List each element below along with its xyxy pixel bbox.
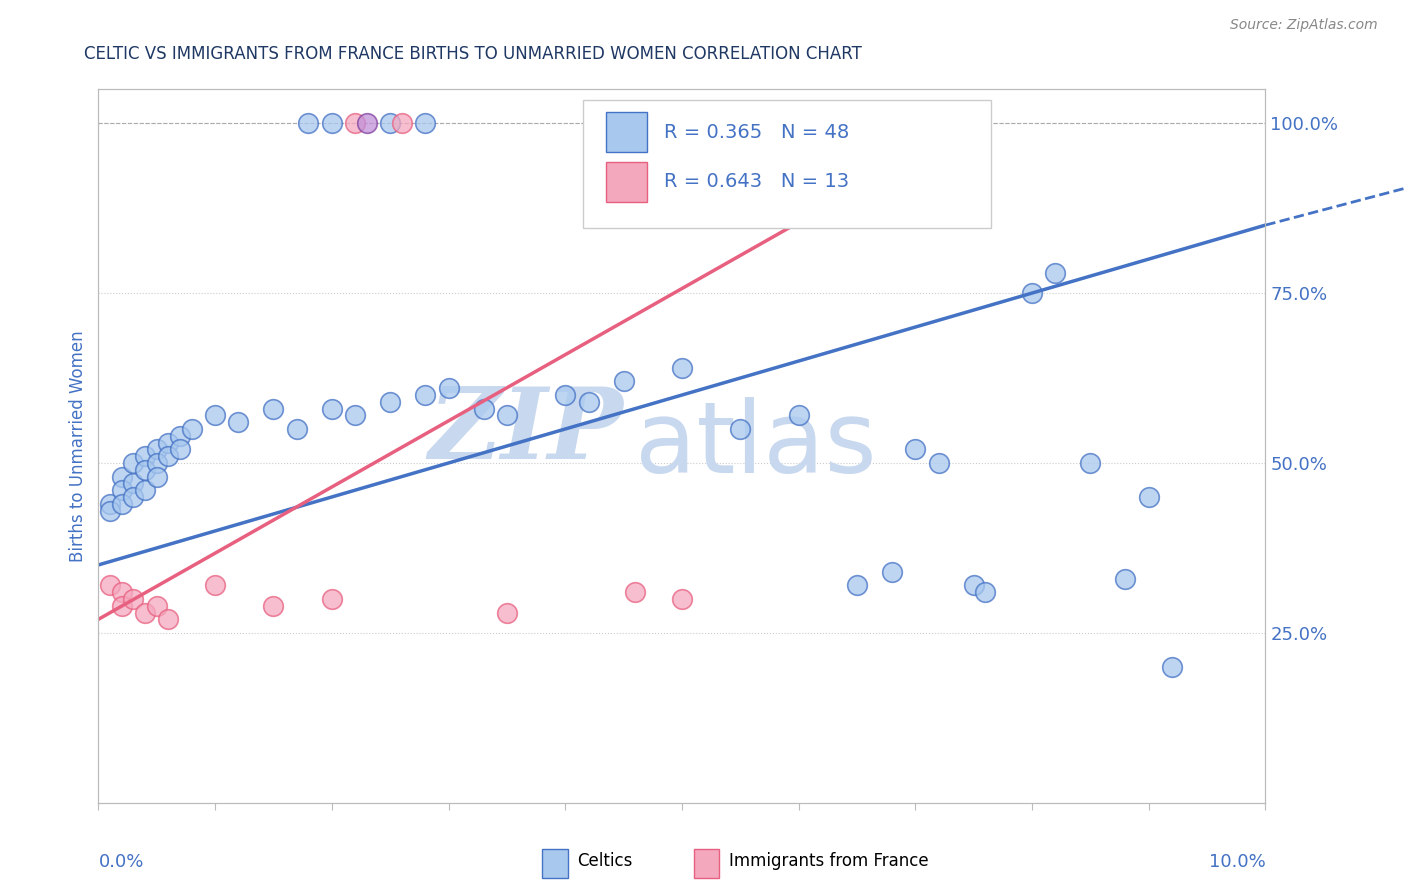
Point <box>157 449 180 463</box>
Point <box>413 116 436 130</box>
Point <box>98 503 121 517</box>
Text: 10.0%: 10.0% <box>1209 853 1265 871</box>
Point <box>728 422 751 436</box>
Point <box>578 394 600 409</box>
Point <box>356 116 378 130</box>
Point <box>204 409 226 423</box>
Point <box>845 578 868 592</box>
Point <box>1161 660 1184 674</box>
Point <box>413 388 436 402</box>
Point <box>928 456 950 470</box>
Point <box>134 606 156 620</box>
Point <box>146 456 169 470</box>
Point <box>554 388 576 402</box>
Point <box>122 476 145 491</box>
Point <box>787 409 810 423</box>
Point <box>169 429 191 443</box>
Bar <box>541 849 568 878</box>
Point <box>134 449 156 463</box>
Point <box>134 463 156 477</box>
Point <box>111 469 134 483</box>
Point <box>671 360 693 375</box>
FancyBboxPatch shape <box>582 100 991 228</box>
Point <box>122 591 145 606</box>
Point <box>228 415 250 429</box>
Point <box>169 442 191 457</box>
Point <box>962 578 984 592</box>
Point <box>111 497 134 511</box>
Text: 0.0%: 0.0% <box>98 853 143 871</box>
Point <box>344 116 367 130</box>
Point <box>612 375 634 389</box>
Point <box>111 483 134 498</box>
Text: CELTIC VS IMMIGRANTS FROM FRANCE BIRTHS TO UNMARRIED WOMEN CORRELATION CHART: CELTIC VS IMMIGRANTS FROM FRANCE BIRTHS … <box>84 45 862 62</box>
Point <box>391 116 413 130</box>
Point <box>134 483 156 498</box>
Point <box>437 381 460 395</box>
Point <box>378 394 402 409</box>
Point <box>321 591 343 606</box>
Point <box>146 442 169 457</box>
Point <box>98 578 121 592</box>
Point <box>495 606 517 620</box>
Point <box>146 469 169 483</box>
Point <box>1114 572 1136 586</box>
Point <box>157 612 180 626</box>
Point <box>285 422 308 436</box>
Point <box>111 585 134 599</box>
Point <box>880 565 903 579</box>
Point <box>204 578 226 592</box>
Point <box>1045 266 1067 280</box>
Point <box>321 401 343 416</box>
Point <box>624 585 647 599</box>
Point <box>378 116 402 130</box>
Point <box>262 599 284 613</box>
Bar <box>693 849 720 878</box>
Point <box>495 409 517 423</box>
Y-axis label: Births to Unmarried Women: Births to Unmarried Women <box>69 330 87 562</box>
Text: R = 0.643   N = 13: R = 0.643 N = 13 <box>665 172 849 192</box>
Point <box>1021 286 1043 301</box>
Point <box>111 599 134 613</box>
Text: Immigrants from France: Immigrants from France <box>728 853 928 871</box>
Text: R = 0.365   N = 48: R = 0.365 N = 48 <box>665 122 849 142</box>
Point <box>321 116 343 130</box>
Point <box>146 599 169 613</box>
Text: ZIP: ZIP <box>429 384 624 480</box>
Bar <box>606 112 647 152</box>
Text: Source: ZipAtlas.com: Source: ZipAtlas.com <box>1230 18 1378 32</box>
Point <box>974 585 997 599</box>
Point <box>122 490 145 504</box>
Text: Celtics: Celtics <box>576 853 633 871</box>
Point <box>262 401 284 416</box>
Text: atlas: atlas <box>636 398 877 494</box>
Point <box>1080 456 1102 470</box>
Point <box>472 401 495 416</box>
Point <box>157 435 180 450</box>
Point <box>904 442 927 457</box>
Point <box>671 591 693 606</box>
Point <box>122 456 145 470</box>
Point <box>180 422 202 436</box>
Point <box>297 116 319 130</box>
Point <box>1137 490 1160 504</box>
Bar <box>606 162 647 202</box>
Point <box>344 409 367 423</box>
Point <box>98 497 121 511</box>
